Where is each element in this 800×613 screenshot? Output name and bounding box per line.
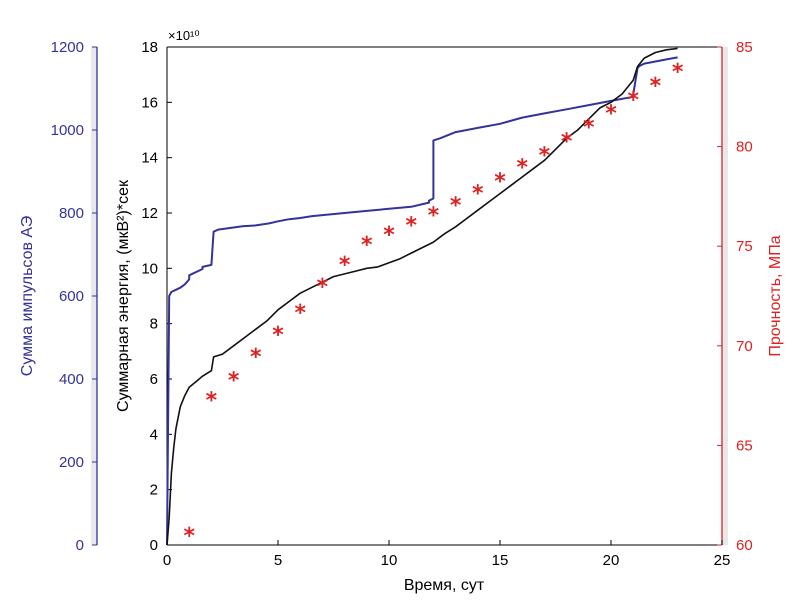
strength-point: * <box>383 223 395 248</box>
energy-tick-label: 2 <box>150 482 158 499</box>
energy-tick-label: 0 <box>150 537 158 554</box>
energy-multiplier: ×10¹⁰ <box>168 28 200 43</box>
strength-point: * <box>494 169 506 194</box>
strength-point: * <box>428 203 440 228</box>
strength-tick-label: 80 <box>736 139 753 156</box>
strength-point: * <box>627 88 639 113</box>
strength-point: * <box>317 275 329 300</box>
pulses-axis-label: Сумма импульсов АЭ <box>19 216 36 376</box>
pulses-tick-label: 200 <box>59 454 84 471</box>
x-tick-label: 0 <box>163 552 171 569</box>
strength-point: * <box>183 524 195 549</box>
pulses-tick-label: 400 <box>59 371 84 388</box>
strength-tick-label: 85 <box>736 39 753 56</box>
x-tick-label: 25 <box>714 552 731 569</box>
strength-point: * <box>672 60 684 85</box>
energy-tick-label: 18 <box>141 39 158 56</box>
energy-axis-label: Суммарная энергия, (мкВ²)*сек <box>115 179 132 412</box>
strength-point: * <box>339 253 351 278</box>
strength-point: * <box>539 144 551 169</box>
strength-tick-label: 75 <box>736 238 753 255</box>
plot-area <box>166 46 728 546</box>
strength-point: * <box>228 369 240 394</box>
strength-point: * <box>516 156 528 181</box>
strength-axis-band <box>722 47 728 545</box>
strength-point: * <box>561 130 573 155</box>
pulses-series-line <box>166 56 678 546</box>
pulses-tick-label: 1200 <box>51 39 84 56</box>
x-axis-ticks: 0 5 10 15 20 25 <box>163 540 731 569</box>
series-layer: * * * * * * * * * * * * * * * * * * * * * * * <box>166 47 684 549</box>
energy-tick-label: 14 <box>141 150 158 167</box>
strength-tick-label: 70 <box>736 338 753 355</box>
strength-point: * <box>450 193 462 218</box>
x-tick-label: 10 <box>381 552 398 569</box>
pulses-axis: 0 200 400 600 800 1000 1200 Сумма импульсов АЭ <box>19 39 98 554</box>
strength-point: * <box>405 213 417 238</box>
strength-point: * <box>272 323 284 348</box>
energy-tick-label: 8 <box>150 316 158 333</box>
strength-markers: * * * * * * * * * * * * * * * * * * * * * * * <box>183 60 683 549</box>
strength-point: * <box>472 181 484 206</box>
strength-tick-label: 60 <box>736 537 753 554</box>
strength-point: * <box>206 389 218 414</box>
x-tick-label: 5 <box>274 552 282 569</box>
strength-axis-label: Прочность, МПа <box>767 235 784 356</box>
energy-tick-label: 16 <box>141 94 158 111</box>
strength-point: * <box>250 345 262 370</box>
strength-point: * <box>361 233 373 258</box>
pulses-tick-label: 800 <box>59 205 84 222</box>
x-tick-label: 15 <box>492 552 509 569</box>
strength-point: * <box>650 74 662 99</box>
pulses-axis-ticks: 0 200 400 600 800 1000 1200 <box>51 39 97 554</box>
strength-point: * <box>605 102 617 127</box>
energy-tick-label: 6 <box>150 371 158 388</box>
pulses-tick-label: 600 <box>59 288 84 305</box>
energy-tick-label: 12 <box>141 205 158 222</box>
energy-tick-label: 10 <box>141 260 158 277</box>
strength-point: * <box>294 301 306 326</box>
strength-axis-ticks: 60 65 70 75 80 85 <box>717 39 753 554</box>
x-axis-label: Время, сут <box>404 577 485 594</box>
pulses-tick-label: 0 <box>76 537 84 554</box>
x-tick-label: 20 <box>603 552 620 569</box>
energy-series-line <box>166 47 678 546</box>
strength-point: * <box>583 116 595 141</box>
strength-tick-label: 65 <box>736 437 753 454</box>
energy-tick-label: 4 <box>150 426 158 443</box>
pulses-tick-label: 1000 <box>51 122 84 139</box>
